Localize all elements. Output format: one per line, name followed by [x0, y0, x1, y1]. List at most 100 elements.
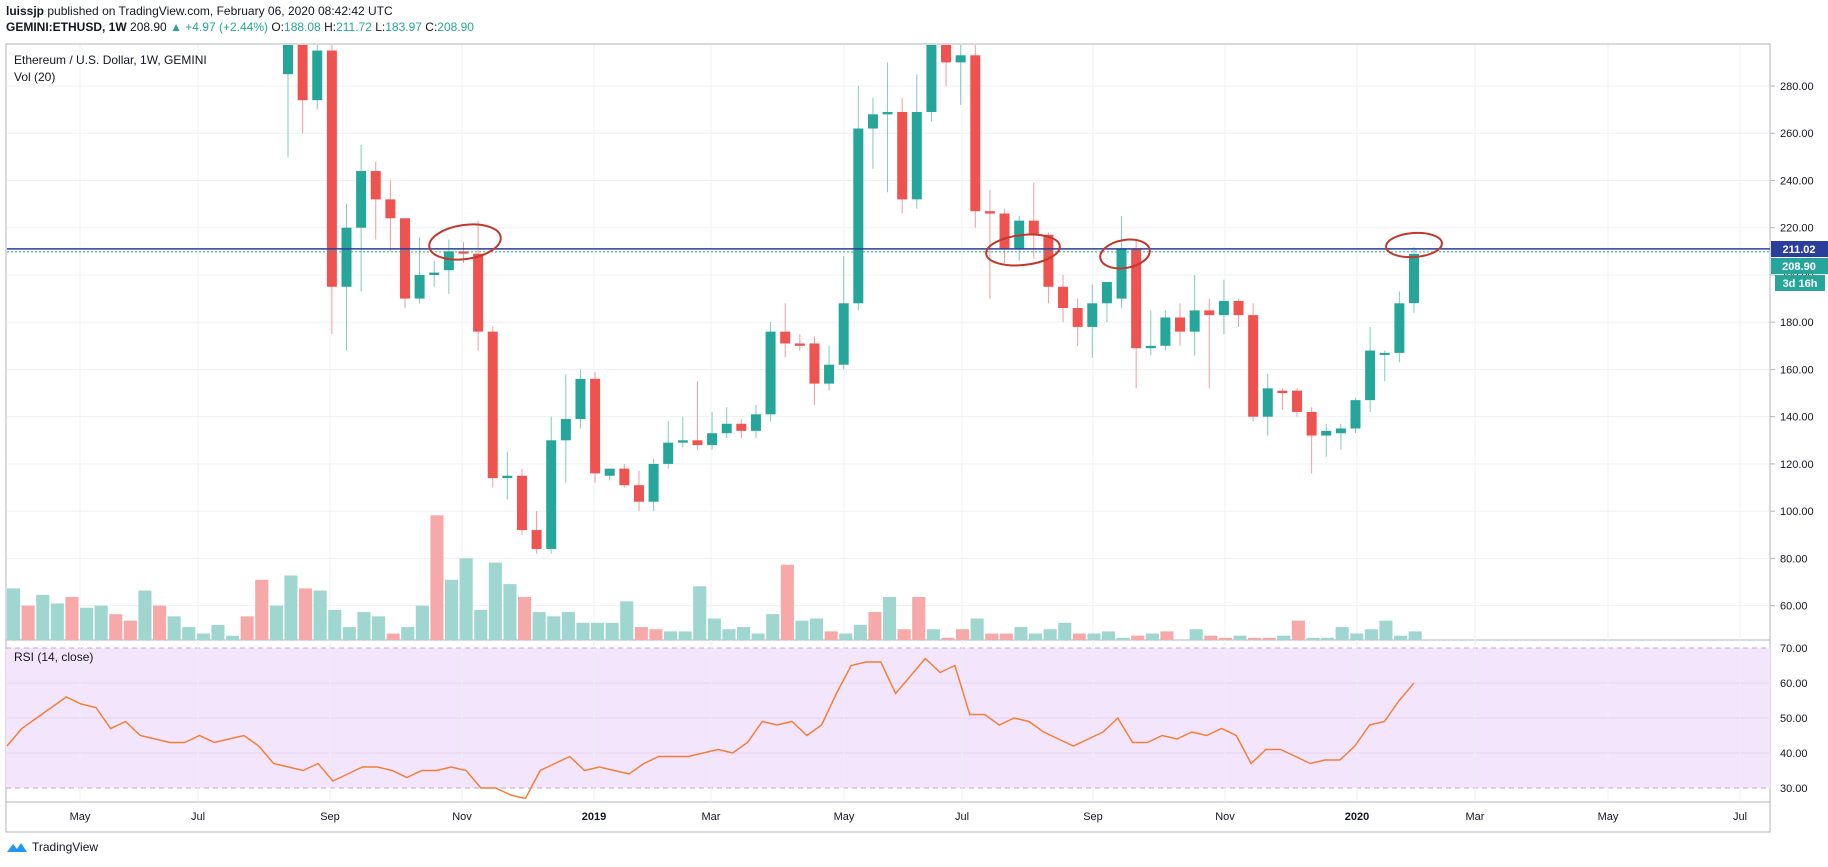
candle-body — [1072, 308, 1083, 327]
candle-body — [1189, 310, 1200, 332]
volume-bar — [372, 616, 386, 640]
volume-bar — [255, 579, 269, 640]
candle-body — [326, 50, 337, 287]
volume-bar — [1335, 627, 1349, 640]
price-tick-label: 60.00 — [1780, 601, 1808, 613]
candle-body — [1292, 390, 1303, 412]
candle-body — [736, 423, 747, 431]
low-value: 183.97 — [385, 20, 422, 34]
volume-bar — [999, 633, 1013, 640]
rsi-tick-label: 40.00 — [1780, 748, 1808, 760]
candle-body — [1043, 234, 1054, 287]
rsi-tick-label: 30.00 — [1780, 783, 1808, 795]
volume-bar — [109, 614, 123, 640]
price-tags: 211.02 208.90 3d 16h — [1771, 241, 1828, 291]
volume-bar — [737, 627, 751, 640]
candle-body — [897, 111, 908, 200]
candle-body — [385, 199, 396, 219]
candle-body — [809, 343, 820, 384]
time-tick-label: Mar — [1466, 811, 1485, 823]
volume-bar — [1116, 637, 1130, 640]
volume-bar — [956, 629, 970, 640]
price-tick-label: 160.00 — [1780, 364, 1814, 376]
footer-brand[interactable]: TradingView — [32, 840, 99, 854]
candle-body — [926, 45, 937, 112]
volume-bar — [620, 601, 634, 640]
candle-body — [604, 468, 615, 476]
volume-bar — [430, 515, 444, 640]
price-axis[interactable]: 60.00 80.00 100.00 120.00 140.00 160.00 180.00… — [1770, 81, 1814, 613]
volume-bar — [810, 618, 824, 640]
volume-bar — [80, 607, 94, 640]
footer: TradingView — [6, 840, 98, 854]
last-price-tag-text: 208.90 — [1782, 261, 1816, 273]
candle-body — [633, 485, 644, 502]
volume-bar — [1277, 635, 1291, 640]
volume-bar — [678, 631, 692, 640]
volume-bar — [415, 605, 429, 640]
candle-body — [882, 111, 893, 115]
last-price: 208.90 — [130, 20, 167, 34]
volume-bar — [474, 609, 488, 640]
volume-bar — [284, 575, 298, 640]
volume-bar — [664, 631, 678, 640]
volume-bar — [269, 605, 283, 640]
volume-bar — [196, 633, 210, 640]
candle-body — [750, 414, 761, 431]
candle-body — [1248, 315, 1259, 417]
countdown-tag — [1775, 275, 1825, 291]
volume-label: Vol (20) — [14, 70, 55, 84]
volume-bar — [1394, 635, 1408, 640]
candle-body — [663, 442, 674, 464]
annotation-circle — [1099, 238, 1151, 270]
close-label: C: — [425, 20, 438, 34]
candle-body — [648, 463, 659, 502]
volume-bar — [576, 622, 590, 640]
volume-bar — [401, 627, 415, 640]
volume-bar — [1291, 620, 1305, 640]
line-price-tag-text: 211.02 — [1782, 244, 1815, 256]
candle-body — [1233, 300, 1244, 316]
candle-body — [911, 111, 922, 200]
volume-bar — [532, 612, 546, 640]
candle-body — [1160, 317, 1171, 346]
price-tick-label: 240.00 — [1780, 175, 1814, 187]
volume-bar — [1029, 633, 1043, 640]
candle-body — [1306, 411, 1317, 436]
time-tick-label: May — [834, 811, 855, 823]
candle-body — [941, 45, 952, 63]
price-tick-label: 120.00 — [1780, 459, 1814, 471]
candle-body — [780, 331, 791, 344]
time-tick-label: Jul — [955, 811, 969, 823]
horizontal-line[interactable] — [7, 248, 1770, 253]
rsi-axis: 30.00 40.00 50.00 60.00 70.00 — [1780, 643, 1808, 795]
candle-body — [1175, 317, 1186, 332]
time-axis[interactable]: May Jul Sep Nov 2019 Mar May Jul Sep Nov 2020 Mar Ma… — [70, 811, 1747, 823]
candle-body — [1145, 345, 1156, 349]
candle-body — [1101, 282, 1112, 304]
volume-bar — [926, 629, 940, 640]
price-tick-label: 260.00 — [1780, 128, 1814, 140]
volume-bar — [605, 622, 619, 640]
candle-body — [399, 218, 410, 299]
time-tick-label: May — [1598, 811, 1619, 823]
volume-bar — [853, 624, 867, 640]
candle-body — [838, 303, 849, 365]
volume-bar — [970, 618, 984, 640]
publish-info: published on TradingView.com, February 0… — [47, 4, 393, 18]
volume-bar — [94, 605, 108, 640]
volume-bar — [912, 597, 926, 640]
candle-body — [1335, 428, 1346, 434]
volume-bar — [488, 562, 502, 640]
candle-body — [1321, 430, 1332, 436]
time-tick-label: 2020 — [1345, 811, 1369, 823]
volume-bar — [445, 579, 459, 640]
candle-body — [707, 433, 718, 446]
price-tick-label: 100.00 — [1780, 506, 1814, 518]
volume-bar — [1350, 633, 1364, 640]
volume-bar — [795, 620, 809, 640]
countdown-tag-text: 3d 16h — [1783, 278, 1818, 290]
volume-bar — [138, 590, 152, 640]
author-name[interactable]: luissjp — [6, 4, 45, 18]
